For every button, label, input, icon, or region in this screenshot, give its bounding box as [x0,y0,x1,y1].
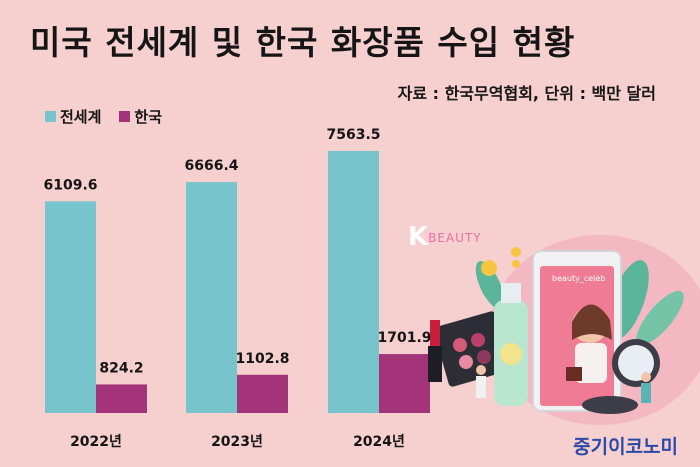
bar-world-1 [186,182,237,413]
data-label-world-2: 7563.5 [326,127,380,143]
x-tick-label-1: 2023년 [211,434,263,450]
bar-korea-0 [96,384,147,413]
legend-swatch-world [45,111,56,122]
phone-label: beauty_celeb [552,274,606,283]
kbeauty-logo-text: BEAUTY [428,231,482,245]
page-title: 미국 전세계 및 한국 화장품 수입 현황 [30,23,576,62]
data-label-korea-2: 1701.9 [377,330,431,346]
legend-label-korea: 한국 [134,108,163,126]
legend: 전세계 한국 [45,106,180,127]
kbeauty-logo: KBEAUTY [408,222,482,252]
legend-swatch-korea [119,111,131,122]
legend-item-world: 전세계 [45,106,101,127]
data-label-world-1: 6666.4 [184,158,238,174]
bar-korea-2 [379,354,430,413]
bar-korea-1 [237,374,288,413]
legend-item-korea: 한국 [119,106,162,127]
brand-logo: 중기이코노미 [573,436,678,458]
bar-world-2 [328,151,379,413]
data-label-korea-0: 824.2 [99,360,143,376]
data-label-world-0: 6109.6 [43,177,97,193]
x-tick-label-0: 2022년 [70,434,122,450]
legend-label-world: 전세계 [60,108,102,126]
bar-world-0 [45,201,96,413]
x-tick-label-2: 2024년 [353,434,405,450]
source-note: 자료 : 한국무역협회, 단위 : 백만 달러 [397,84,656,103]
data-label-korea-1: 1102.8 [235,351,289,367]
kbeauty-logo-k: K [408,222,429,252]
